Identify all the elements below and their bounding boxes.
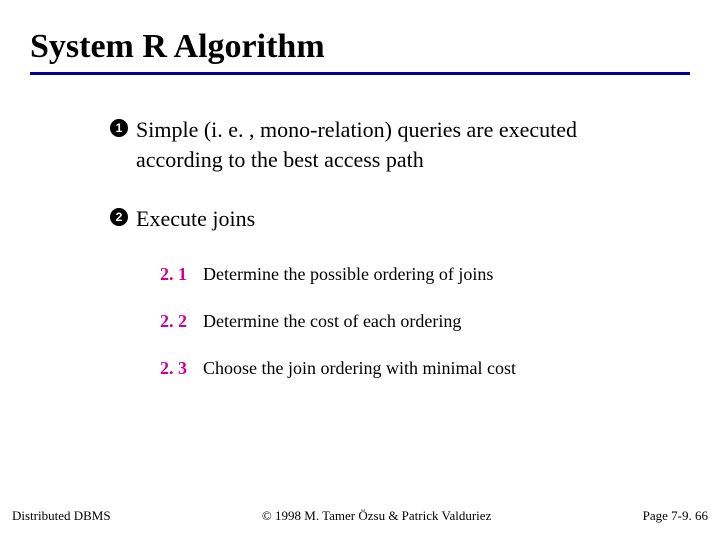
- subitem-number: 2. 1: [160, 264, 187, 284]
- title-rule: [30, 72, 690, 75]
- footer: Distributed DBMS © 1998 M. Tamer Özsu & …: [0, 508, 720, 524]
- bullet-text: Execute joins: [136, 204, 255, 234]
- bullet-list: 1 Simple (i. e. , mono-relation) queries…: [30, 115, 690, 234]
- subitem: 2. 2 Determine the cost of each ordering: [160, 311, 650, 332]
- subitem: 2. 1 Determine the possible ordering of …: [160, 264, 650, 285]
- bullet-marker-icon: 2: [110, 208, 128, 226]
- subitem-number: 2. 2: [160, 311, 187, 331]
- subitem-text: Determine the possible ordering of joins: [203, 264, 493, 284]
- subitem: 2. 3 Choose the join ordering with minim…: [160, 358, 650, 379]
- footer-right: Page 7-9. 66: [643, 508, 708, 524]
- subitem-text: Determine the cost of each ordering: [203, 311, 461, 331]
- footer-left: Distributed DBMS: [12, 508, 111, 524]
- footer-center: © 1998 M. Tamer Özsu & Patrick Valduriez: [262, 508, 491, 524]
- slide: System R Algorithm 1 Simple (i. e. , mon…: [0, 0, 720, 540]
- bullet-text: Simple (i. e. , mono-relation) queries a…: [136, 115, 650, 174]
- bullet-marker-icon: 1: [110, 119, 128, 137]
- subitem-number: 2. 3: [160, 358, 187, 378]
- subitem-text: Choose the join ordering with minimal co…: [203, 358, 516, 378]
- slide-title: System R Algorithm: [30, 28, 690, 66]
- bullet-item: 2 Execute joins: [110, 204, 650, 234]
- bullet-item: 1 Simple (i. e. , mono-relation) queries…: [110, 115, 650, 174]
- subitem-list: 2. 1 Determine the possible ordering of …: [30, 264, 690, 379]
